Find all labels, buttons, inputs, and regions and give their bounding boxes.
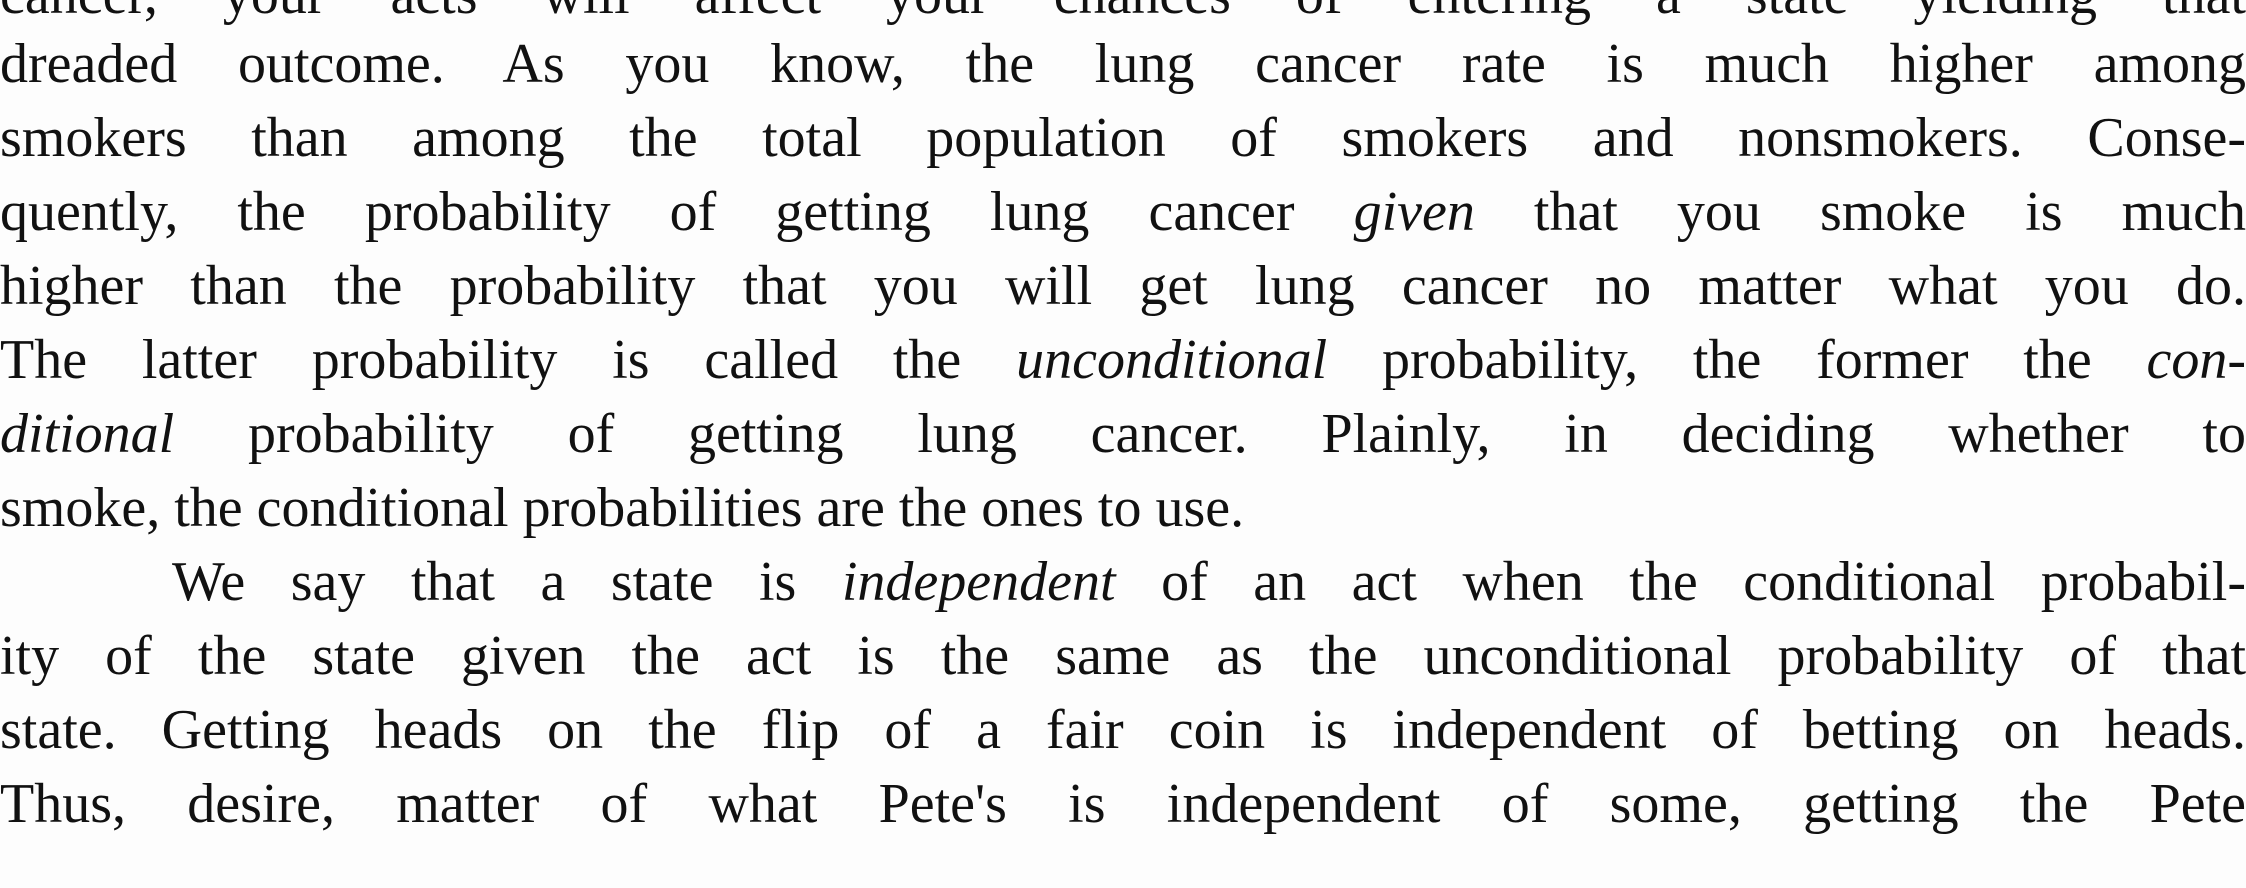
text-line-8: smoke, the conditional probabilities are… xyxy=(0,471,2246,545)
text-segment: state. Getting heads on the flip of a fa… xyxy=(0,699,2246,761)
italic-word: given xyxy=(1353,181,1475,243)
text-segment: ity of the state given the act is the sa… xyxy=(0,625,2246,687)
text-segment: quently, the probability of getting lung… xyxy=(0,181,1354,243)
text-line-4: quently, the probability of getting lung… xyxy=(0,175,2246,249)
text-line-6: The latter probability is called the unc… xyxy=(0,323,2246,397)
italic-word: independent xyxy=(841,551,1116,613)
text-segment: probability of getting lung cancer. Plai… xyxy=(174,403,2246,465)
text-segment: of an act when the conditional probabil- xyxy=(1115,551,2246,613)
italic-word: unconditional xyxy=(1016,329,1328,391)
text-segment: that you smoke is much xyxy=(1474,181,2246,243)
text-line-7: ditional probability of getting lung can… xyxy=(0,397,2246,471)
text-segment: Thus, desire, matter of what Pete's is i… xyxy=(0,773,2246,835)
text-segment: cancer, your acts will affect your chanc… xyxy=(0,0,2246,26)
text-line-5: higher than the probability that you wil… xyxy=(0,249,2246,323)
text-line-11: state. Getting heads on the flip of a fa… xyxy=(0,693,2246,767)
italic-word: ditional xyxy=(0,403,175,465)
text-segment: smokers than among the total population … xyxy=(0,107,2246,169)
text-segment: dreaded outcome. As you know, the lung c… xyxy=(0,33,2246,95)
text-segment: We say that a state is xyxy=(172,551,842,613)
text-line-9: We say that a state is independent of an… xyxy=(0,545,2246,619)
text-line-12: Thus, desire, matter of what Pete's is i… xyxy=(0,767,2246,841)
text-segment: probability, the former the xyxy=(1327,329,2147,391)
text-line-3: smokers than among the total population … xyxy=(0,101,2246,175)
text-segment: higher than the probability that you wil… xyxy=(0,255,2246,317)
text-line-10: ity of the state given the act is the sa… xyxy=(0,619,2246,693)
italic-word: con- xyxy=(2146,329,2246,391)
text-line-2: dreaded outcome. As you know, the lung c… xyxy=(0,27,2246,101)
text-segment: The latter probability is called the xyxy=(0,329,1017,391)
text-line-1: cancer, your acts will affect your chanc… xyxy=(0,0,2246,32)
text-segment: smoke, the conditional probabilities are… xyxy=(0,477,1245,539)
